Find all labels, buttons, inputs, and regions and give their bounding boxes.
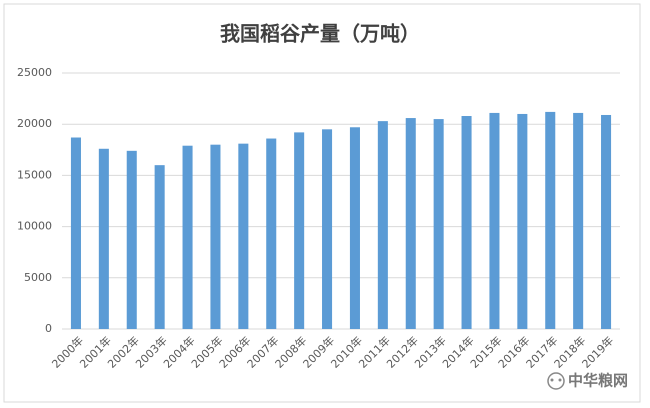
bar <box>377 121 388 330</box>
watermark: 中华粮网 <box>568 372 628 390</box>
bar <box>98 148 109 329</box>
bar <box>489 112 500 329</box>
bar <box>405 118 416 329</box>
bar <box>126 150 137 329</box>
chart-title: 我国稻谷产量（万吨） <box>220 22 420 46</box>
bar <box>433 119 444 329</box>
y-tick-label: 10000 <box>17 220 52 233</box>
bar <box>461 116 472 330</box>
y-tick-label: 5000 <box>24 271 52 284</box>
bar <box>210 144 221 329</box>
y-tick-label: 25000 <box>17 66 52 79</box>
bar <box>70 137 81 329</box>
bar <box>545 111 556 329</box>
bar <box>266 138 277 329</box>
y-tick-label: 15000 <box>17 168 52 181</box>
watermark-icon <box>547 372 565 390</box>
bar <box>238 143 249 329</box>
y-tick-label: 0 <box>45 322 52 335</box>
bar <box>517 113 528 330</box>
bar <box>601 114 612 329</box>
chart-border <box>3 3 641 403</box>
bar <box>573 112 584 329</box>
y-tick-label: 20000 <box>17 117 52 130</box>
bar <box>349 127 360 329</box>
bar <box>182 145 193 329</box>
bar <box>322 129 333 329</box>
bar <box>154 165 165 329</box>
bar <box>294 132 305 329</box>
